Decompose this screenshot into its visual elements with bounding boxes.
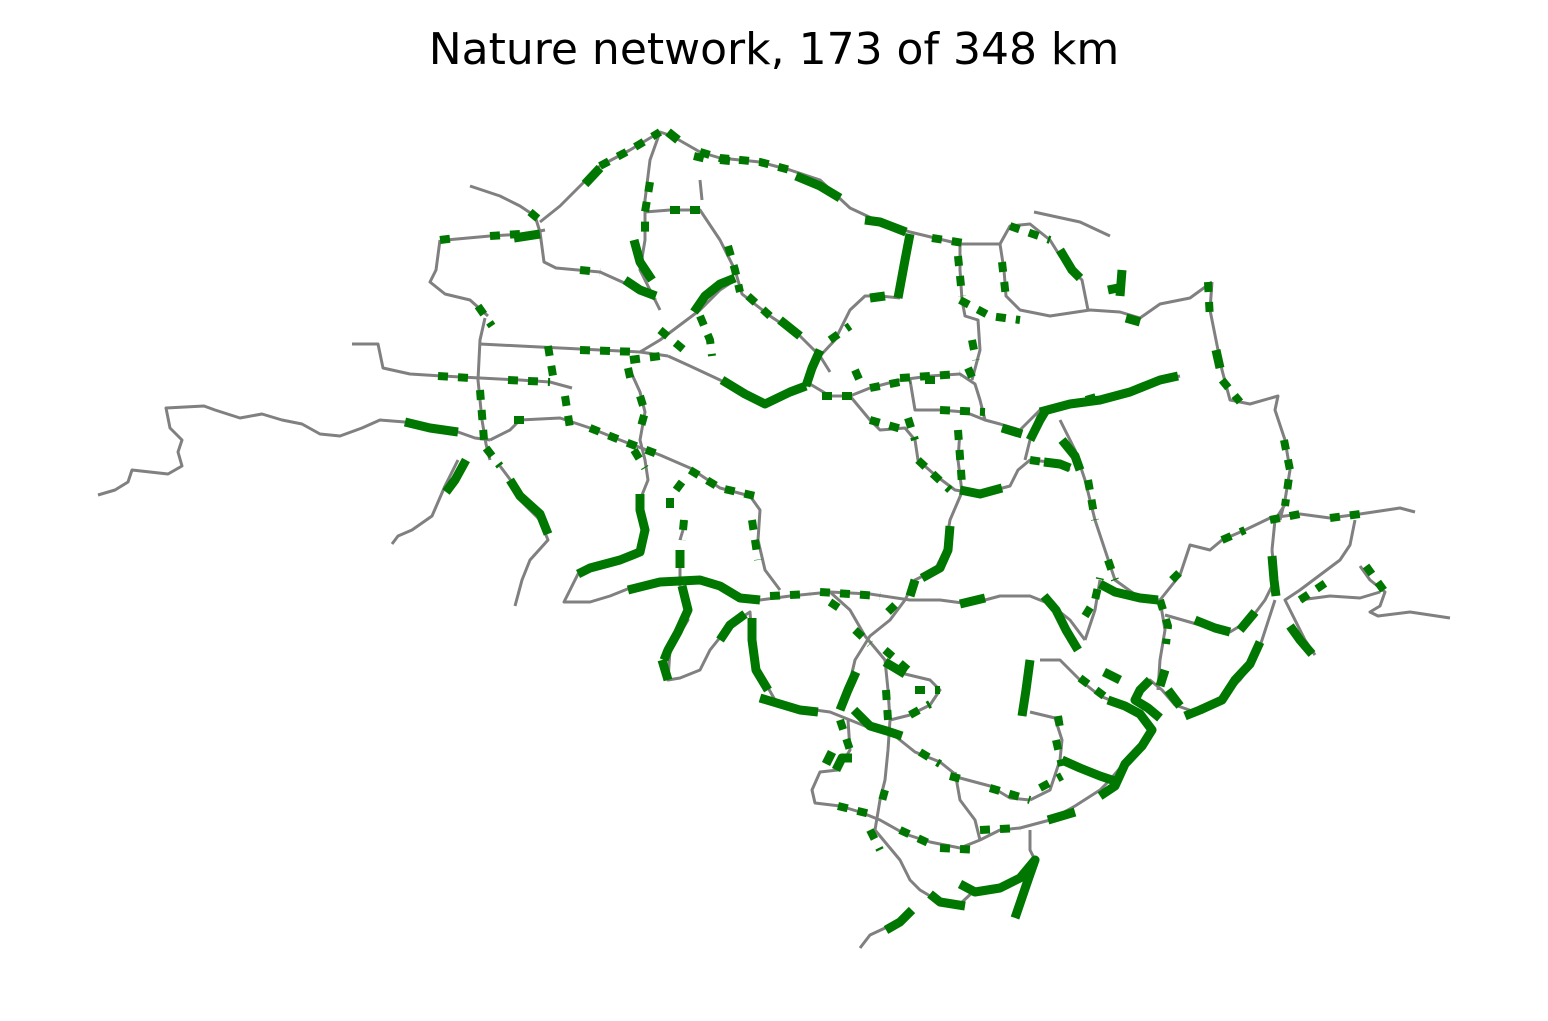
base-network <box>97 130 1451 949</box>
map-title: Nature network, 173 of 348 km <box>428 24 1120 75</box>
nature-dashes <box>437 128 1389 854</box>
nature-segments <box>403 128 1316 934</box>
